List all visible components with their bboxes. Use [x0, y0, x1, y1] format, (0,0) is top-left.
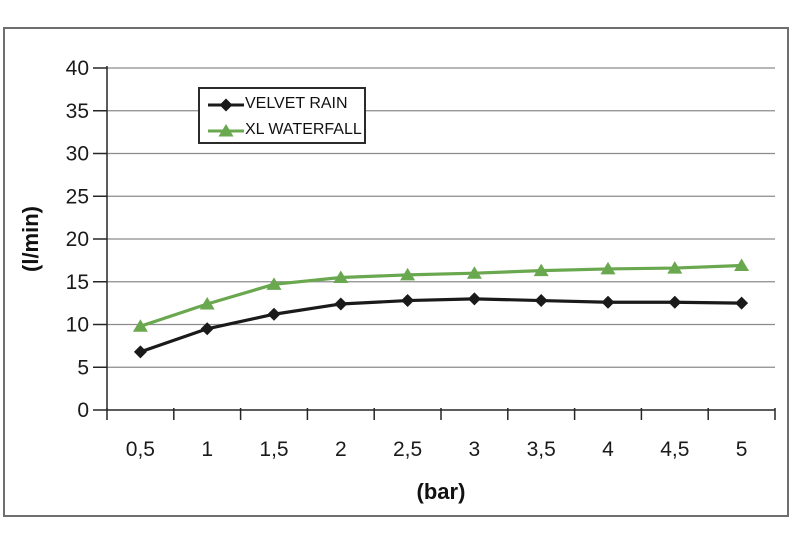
data-point-velvet-rain-1-5 — [267, 307, 281, 321]
x-tick-label-1-5: 1,5 — [259, 438, 288, 461]
data-point-xl-waterfall-1 — [199, 296, 215, 310]
x-tick-label-4: 4 — [602, 438, 614, 461]
data-point-xl-waterfall-3-5 — [533, 263, 549, 277]
y-tick-label-15: 15 — [66, 271, 89, 294]
legend-label: XL WATERFALL — [245, 121, 362, 138]
data-point-xl-waterfall-4 — [600, 261, 616, 275]
data-point-velvet-rain-4 — [601, 295, 615, 309]
data-point-velvet-rain-0-5 — [133, 345, 147, 359]
legend-item-velvet-rain: VELVET RAIN — [208, 91, 360, 117]
xl-waterfall-triangle-marker-icon — [208, 123, 244, 136]
data-point-velvet-rain-4-5 — [668, 295, 682, 309]
x-tick-label-0-5: 0,5 — [126, 438, 155, 461]
x-tick-label-2: 2 — [335, 438, 347, 461]
y-tick-label-25: 25 — [66, 185, 89, 208]
x-tick-label-4-5: 4,5 — [660, 438, 689, 461]
series-line-velvet-rain — [139, 297, 742, 354]
series-line-xl-waterfall — [139, 263, 742, 328]
x-axis-title: (bar) — [416, 479, 466, 504]
legend: VELVET RAIN XL WATERFALL — [198, 87, 366, 144]
x-tick-label-2-5: 2,5 — [393, 438, 422, 461]
y-tick-label-10: 10 — [66, 314, 89, 337]
flow-rate-line-chart: 0 5 10 15 20 25 30 35 40 0,5 1 1,5 2 2,5 3 3,5 4 4,5 5 — [66, 57, 776, 461]
data-point-xl-waterfall-4-5 — [667, 261, 683, 274]
legend-marker-sample-velvet-rain — [219, 98, 233, 111]
data-point-velvet-rain-3-5 — [534, 294, 548, 308]
data-point-xl-waterfall-5 — [734, 258, 750, 272]
x-tick-label-5: 5 — [736, 438, 748, 461]
data-point-xl-waterfall-1-5 — [266, 277, 282, 290]
data-point-xl-waterfall-2-5 — [400, 267, 416, 281]
x-tick-label-3-5: 3,5 — [527, 438, 556, 461]
data-point-xl-waterfall-2 — [333, 270, 349, 283]
data-point-velvet-rain-3 — [467, 292, 481, 306]
y-axis-title: (l/min) — [18, 206, 43, 272]
data-point-velvet-rain-2-5 — [401, 294, 415, 308]
data-point-velvet-rain-1 — [200, 322, 214, 336]
y-tick-label-0: 0 — [77, 399, 89, 422]
chart-frame: 0 5 10 15 20 25 30 35 40 0,5 1 1,5 2 2,5 3 3,5 4 4,5 5 VEL… — [3, 27, 789, 517]
data-point-velvet-rain-2 — [334, 297, 348, 311]
y-tick-label-5: 5 — [77, 356, 89, 379]
legend-marker-sample-xl-waterfall — [218, 123, 234, 136]
data-point-xl-waterfall-3 — [466, 266, 482, 279]
legend-label: VELVET RAIN — [245, 95, 348, 112]
x-tick-label-1: 1 — [201, 438, 213, 461]
x-tick-label-3: 3 — [469, 438, 481, 461]
legend-item-xl-waterfall: XL WATERFALL — [208, 117, 362, 143]
y-tick-label-40: 40 — [66, 57, 89, 80]
data-point-xl-waterfall-0-5 — [132, 319, 148, 332]
y-tick-label-30: 30 — [66, 143, 89, 166]
y-tick-label-35: 35 — [66, 100, 89, 123]
y-tick-label-20: 20 — [66, 228, 89, 251]
data-point-velvet-rain-5 — [735, 296, 749, 310]
velvet-rain-diamond-marker-icon — [208, 98, 244, 111]
